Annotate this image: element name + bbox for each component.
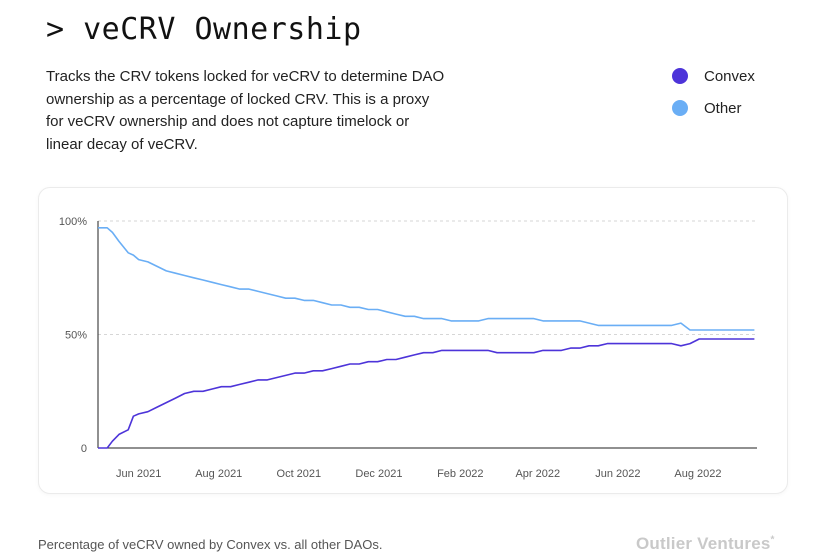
x-tick-label: Aug 2021	[195, 468, 242, 480]
footer-caption: Percentage of veCRV owned by Convex vs. …	[38, 537, 383, 552]
legend-label-other: Other	[704, 99, 742, 117]
x-tick-label: Dec 2021	[355, 468, 402, 480]
x-tick-label: Aug 2022	[674, 468, 721, 480]
series-line-convex	[98, 338, 755, 449]
brand-logo: Outlier Ventures*	[636, 534, 775, 554]
y-tick-label: 0	[81, 443, 87, 455]
series-line-other	[98, 226, 755, 331]
legend-item-convex[interactable]: Convex	[672, 60, 755, 92]
x-tick-label: Jun 2021	[116, 468, 161, 480]
page-title: > veCRV Ownership	[46, 12, 362, 47]
x-tick-label: Oct 2021	[277, 468, 322, 480]
brand-name: Outlier Ventures	[636, 534, 771, 553]
brand-mark: *	[770, 534, 775, 546]
chart-description: Tracks the CRV tokens locked for veCRV t…	[46, 68, 445, 153]
legend-swatch-convex	[672, 68, 688, 84]
legend-item-other[interactable]: Other	[672, 92, 755, 124]
x-tick-label: Feb 2022	[437, 468, 483, 480]
y-tick-label: 100%	[59, 216, 87, 228]
legend: Convex Other	[672, 60, 755, 124]
x-tick-label: Jun 2022	[595, 468, 640, 480]
y-tick-label: 50%	[65, 330, 87, 342]
legend-label-convex: Convex	[704, 67, 755, 85]
line-chart: 0 50% 100% Jun 2021 Aug 2021 Oct 2021 Dec 2021…	[59, 216, 757, 480]
chart-card: 0 50% 100% Jun 2021 Aug 2021 Oct 2021 Dec 2021…	[38, 187, 788, 494]
legend-swatch-other	[672, 100, 688, 116]
x-tick-label: Apr 2022	[515, 468, 560, 480]
